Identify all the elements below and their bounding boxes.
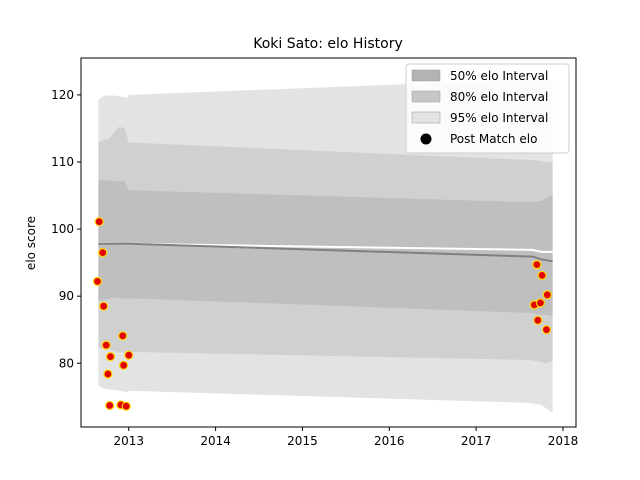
post-match-elo-point (535, 298, 546, 308)
axes: 2013 2014 2015 2016 2017 2018 80 90 100 110 120 (51, 57, 579, 448)
post-match-elo-point (121, 401, 131, 411)
post-match-elo-point (103, 369, 113, 379)
y-tick-label: 90 (59, 289, 74, 303)
post-match-elo-point (98, 248, 108, 258)
x-tick-label: 2018 (548, 434, 579, 448)
plot-area (92, 78, 553, 413)
post-match-elo-point (532, 260, 542, 270)
interval-band-2 (98, 180, 553, 317)
post-match-elo-point (533, 315, 543, 325)
y-tick-label: 80 (59, 356, 74, 370)
post-match-elo-point (94, 217, 104, 227)
axes-frame (80, 57, 577, 428)
post-match-elo-point (92, 276, 103, 286)
post-match-elo-point (105, 352, 116, 362)
x-tick-label: 2017 (461, 434, 492, 448)
post-match-elo-point (98, 301, 109, 311)
legend-swatch (411, 111, 441, 124)
x-tick-label: 2016 (374, 434, 405, 448)
y-axis-label: elo score (24, 216, 38, 270)
legend-swatch (411, 69, 441, 82)
legend-marker (420, 133, 432, 145)
post-match-elo-point (541, 325, 552, 335)
legend-label: 80% elo Interval (450, 90, 548, 104)
x-tick-label: 2014 (200, 434, 231, 448)
elo-trend-line-1 (98, 242, 553, 263)
legend-swatch (411, 90, 441, 103)
legend: 50% elo Interval 80% elo Interval 95% elo … (405, 63, 570, 154)
post-match-elo-point (124, 350, 134, 360)
legend-label: Post Match elo (450, 132, 537, 146)
y-tick-label: 110 (51, 155, 74, 169)
chart-title: Koki Sato: elo History (253, 36, 403, 52)
y-tick-label: 120 (51, 88, 74, 102)
post-match-elo-point (542, 290, 552, 300)
legend-label: 50% elo Interval (450, 69, 548, 83)
x-tick-label: 2013 (113, 434, 144, 448)
legend-box (405, 63, 570, 154)
y-tick-label: 100 (51, 222, 74, 236)
post-match-elo-point (537, 270, 547, 280)
post-match-elo-point (105, 400, 115, 411)
legend-label: 95% elo Interval (450, 111, 548, 125)
post-match-elo-point (101, 340, 111, 350)
post-match-elo-point (118, 331, 128, 341)
x-tick-label: 2015 (287, 434, 318, 448)
post-match-elo-point (118, 360, 129, 370)
